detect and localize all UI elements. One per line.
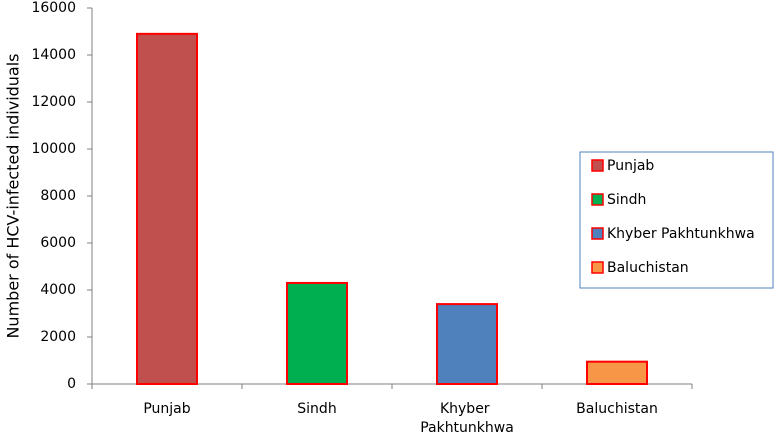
x-tick-label: Punjab xyxy=(143,401,190,417)
x-tick-label: Khyber Pakhtunkhwa xyxy=(420,401,514,436)
legend-swatch xyxy=(591,159,604,172)
legend-swatch xyxy=(591,227,604,240)
legend-label: Khyber Pakhtunkhwa xyxy=(607,226,755,242)
y-tick-label: 0 xyxy=(67,376,76,392)
x-tick-label-line: Punjab xyxy=(143,401,190,417)
y-axis-label: Number of HCV-infected individuals xyxy=(4,53,23,338)
x-tick-label: Sindh xyxy=(297,401,336,417)
x-tick-label-line: Khyber xyxy=(440,401,494,417)
y-tick-label: 6000 xyxy=(40,235,76,251)
y-tick-label: 12000 xyxy=(31,94,76,110)
legend-swatch xyxy=(591,261,604,274)
legend-box xyxy=(579,151,774,289)
legend-label: Punjab xyxy=(607,158,654,174)
y-tick-label: 14000 xyxy=(31,47,76,63)
y-tick-label: 16000 xyxy=(31,0,76,16)
y-tick-label: 10000 xyxy=(31,141,76,157)
legend-label: Baluchistan xyxy=(607,260,689,276)
bar xyxy=(286,281,348,386)
legend-label: Sindh xyxy=(607,192,646,208)
x-tick-label-line: Baluchistan xyxy=(576,401,658,417)
legend-swatch xyxy=(591,193,604,206)
y-tick-label: 2000 xyxy=(40,329,76,345)
bar xyxy=(136,32,198,385)
bar xyxy=(586,360,648,385)
bar xyxy=(436,303,498,386)
y-tick-label: 4000 xyxy=(40,282,76,298)
y-tick-label: 8000 xyxy=(40,188,76,204)
x-tick-label: Baluchistan xyxy=(576,401,658,417)
x-tick-label-line: Pakhtunkhwa xyxy=(420,420,514,436)
x-tick-label-line: Sindh xyxy=(297,401,336,417)
